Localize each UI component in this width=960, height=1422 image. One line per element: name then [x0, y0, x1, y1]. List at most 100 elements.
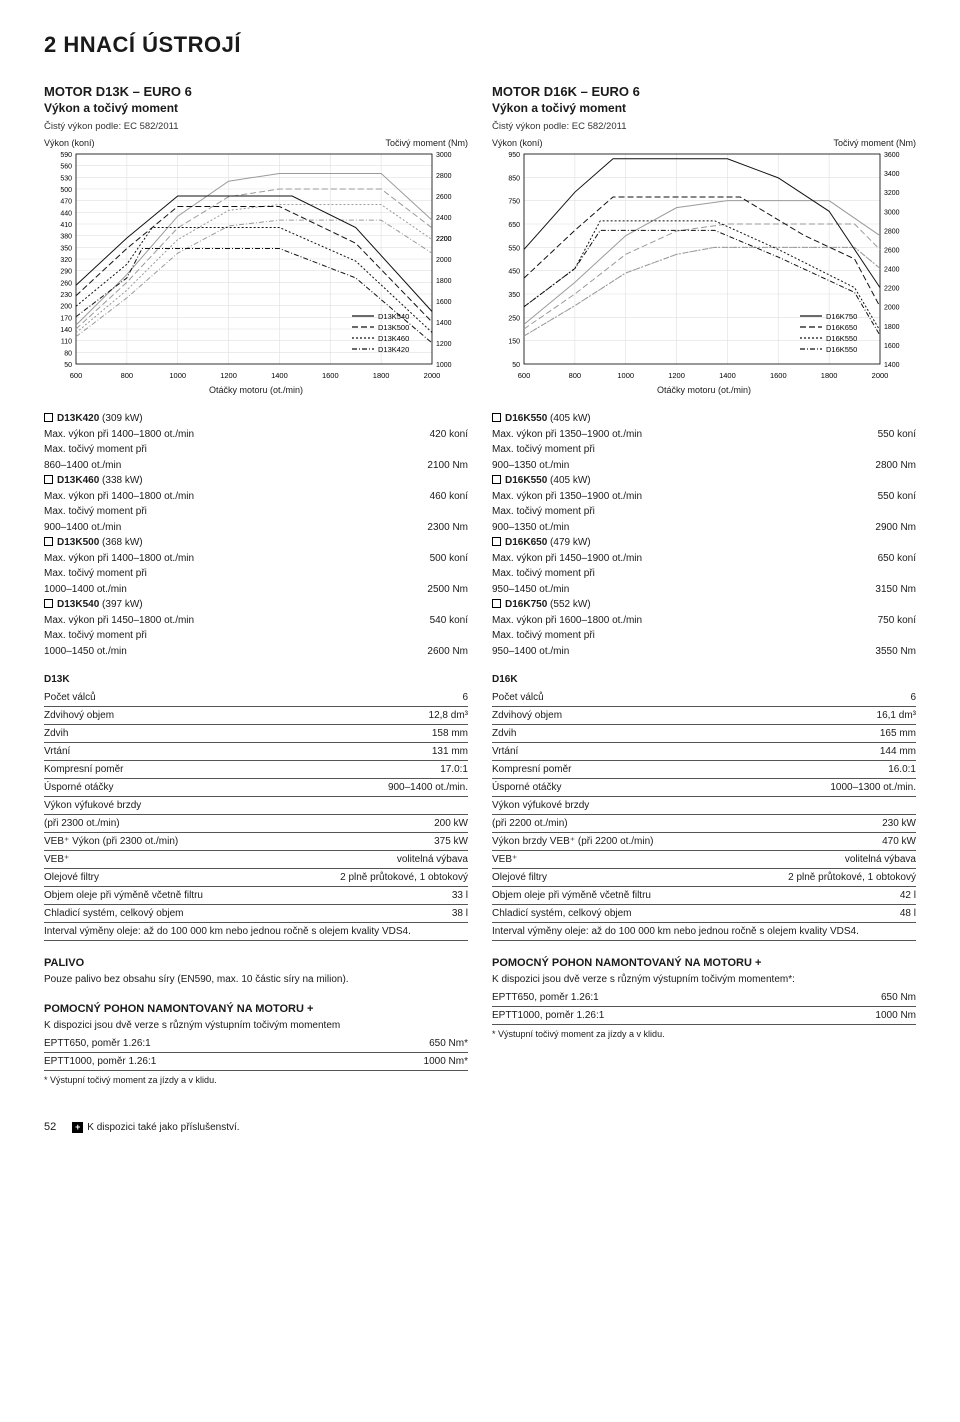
columns: MOTOR D13K – EURO 6 Výkon a točivý momen…	[44, 84, 916, 1085]
svg-text:200: 200	[60, 304, 72, 311]
right-chart-svg: 5015025035045055065075085095014001600180…	[492, 150, 912, 382]
svg-text:2400: 2400	[436, 215, 452, 222]
plus-icon: +	[307, 1003, 313, 1015]
right-panel-note: Čistý výkon podle: EC 582/2011	[492, 121, 916, 132]
svg-text:290: 290	[60, 269, 72, 276]
svg-text:D16K550: D16K550	[826, 334, 857, 343]
left-table-hdr: D13K	[44, 673, 468, 687]
svg-text:380: 380	[60, 234, 72, 241]
left-pto-heading-text: POMOCNÝ POHON NAMONTOVANÝ NA MOTORU	[44, 1003, 307, 1015]
right-pto-note: * Výstupní točivý moment za jízdy a v kl…	[492, 1029, 916, 1039]
svg-text:500: 500	[60, 187, 72, 194]
left-chart: 5080110140170200230260290320350380410440…	[44, 150, 468, 395]
left-panel-sub: Výkon a točivý moment	[44, 101, 468, 115]
page-number: 52	[44, 1121, 56, 1133]
svg-text:140: 140	[60, 327, 72, 334]
svg-text:1600: 1600	[884, 343, 900, 350]
svg-text:440: 440	[60, 210, 72, 217]
svg-text:1600: 1600	[322, 371, 339, 380]
svg-text:800: 800	[121, 371, 134, 380]
svg-text:3200: 3200	[884, 190, 900, 197]
page-title: 2 HNACÍ ÚSTROJÍ	[44, 32, 916, 58]
svg-text:D16K750: D16K750	[826, 312, 857, 321]
left-panel-note: Čistý výkon podle: EC 582/2011	[44, 121, 468, 132]
right-axis-labels: Výkon (koní) Točivý moment (Nm)	[492, 138, 916, 148]
svg-text:150: 150	[508, 339, 520, 346]
right-table-rows: Počet válců6Zdvihový objem16,1 dm³Zdvih1…	[492, 689, 916, 941]
svg-text:1400: 1400	[271, 371, 288, 380]
left-chart-svg: 5080110140170200230260290320350380410440…	[44, 150, 464, 382]
svg-text:1000: 1000	[169, 371, 186, 380]
right-pto-text: K dispozici jsou dvě verze s různým výst…	[492, 973, 916, 987]
svg-text:D16K650: D16K650	[826, 323, 857, 332]
svg-text:650: 650	[508, 222, 520, 229]
svg-text:450: 450	[508, 269, 520, 276]
left-pto-heading: POMOCNÝ POHON NAMONTOVANÝ NA MOTORU +	[44, 1003, 468, 1015]
right-panel-title: MOTOR D16K – EURO 6	[492, 84, 916, 99]
right-xlabel: Otáčky motoru (ot./min)	[492, 385, 916, 395]
svg-text:560: 560	[60, 164, 72, 171]
svg-text:D13K540: D13K540	[378, 312, 409, 321]
fuel-text: Pouze palivo bez obsahu síry (EN590, max…	[44, 973, 468, 987]
svg-text:1800: 1800	[884, 324, 900, 331]
svg-text:590: 590	[60, 152, 72, 159]
svg-text:2800: 2800	[884, 228, 900, 235]
left-axis-labels: Výkon (koní) Točivý moment (Nm)	[44, 138, 468, 148]
svg-text:2600: 2600	[436, 194, 452, 201]
svg-text:230: 230	[60, 292, 72, 299]
svg-text:410: 410	[60, 222, 72, 229]
svg-text:1200: 1200	[668, 371, 685, 380]
plus-icon: +	[755, 957, 761, 969]
svg-text:1600: 1600	[770, 371, 787, 380]
svg-text:D13K420: D13K420	[378, 345, 409, 354]
left-panel-title: MOTOR D13K – EURO 6	[44, 84, 468, 99]
svg-text:1000: 1000	[617, 371, 634, 380]
fuel-heading: PALIVO	[44, 957, 468, 969]
svg-text:1400: 1400	[884, 362, 900, 369]
left-pto-note: * Výstupní točivý moment za jízdy a v kl…	[44, 1075, 468, 1085]
svg-text:2400: 2400	[884, 267, 900, 274]
svg-text:D13K460: D13K460	[378, 334, 409, 343]
plus-icon: +	[72, 1122, 83, 1133]
svg-text:750: 750	[508, 199, 520, 206]
svg-text:170: 170	[60, 315, 72, 322]
svg-text:3600: 3600	[884, 152, 900, 159]
svg-text:2000: 2000	[884, 305, 900, 312]
right-column: MOTOR D16K – EURO 6 Výkon a točivý momen…	[492, 84, 916, 1085]
left-table-rows: Počet válců6Zdvihový objem12,8 dm³Zdvih1…	[44, 689, 468, 941]
svg-text:2600: 2600	[884, 247, 900, 254]
svg-text:1400: 1400	[436, 320, 452, 327]
svg-text:1200: 1200	[436, 341, 452, 348]
svg-text:3000: 3000	[436, 152, 452, 159]
svg-text:320: 320	[60, 257, 72, 264]
svg-text:2200: 2200	[436, 236, 452, 243]
left-xlabel: Otáčky motoru (ot./min)	[44, 385, 468, 395]
right-table: D16K Počet válců6Zdvihový objem16,1 dm³Z…	[492, 673, 916, 941]
left-table: D13K Počet válců6Zdvihový objem12,8 dm³Z…	[44, 673, 468, 941]
svg-text:3400: 3400	[884, 171, 900, 178]
svg-text:530: 530	[60, 175, 72, 182]
svg-text:1200: 1200	[220, 371, 237, 380]
right-table-hdr: D16K	[492, 673, 916, 687]
right-chart: 5015025035045055065075085095014001600180…	[492, 150, 916, 395]
svg-text:600: 600	[518, 371, 531, 380]
right-yl-label: Výkon (koní)	[492, 138, 543, 148]
svg-text:600: 600	[70, 371, 83, 380]
svg-text:1600: 1600	[436, 299, 452, 306]
page-footer: 52 + K dispozici také jako příslušenství…	[44, 1121, 916, 1133]
svg-text:D13K500: D13K500	[378, 323, 409, 332]
left-yl-label: Výkon (koní)	[44, 138, 95, 148]
footer-text: K dispozici také jako příslušenství.	[87, 1122, 239, 1133]
left-yr-label: Točivý moment (Nm)	[385, 138, 468, 148]
left-pto-text: K dispozici jsou dvě verze s různým výst…	[44, 1019, 468, 1033]
svg-text:2200: 2200	[884, 286, 900, 293]
svg-text:550: 550	[508, 245, 520, 252]
svg-text:1800: 1800	[821, 371, 838, 380]
svg-text:2000: 2000	[436, 257, 452, 264]
right-yr-label: Točivý moment (Nm)	[833, 138, 916, 148]
right-pto-rows: EPTT650, poměr 1.26:1650 NmEPTT1000, pom…	[492, 989, 916, 1025]
svg-text:350: 350	[508, 292, 520, 299]
svg-text:2800: 2800	[436, 173, 452, 180]
svg-text:1800: 1800	[373, 371, 390, 380]
svg-text:800: 800	[569, 371, 582, 380]
